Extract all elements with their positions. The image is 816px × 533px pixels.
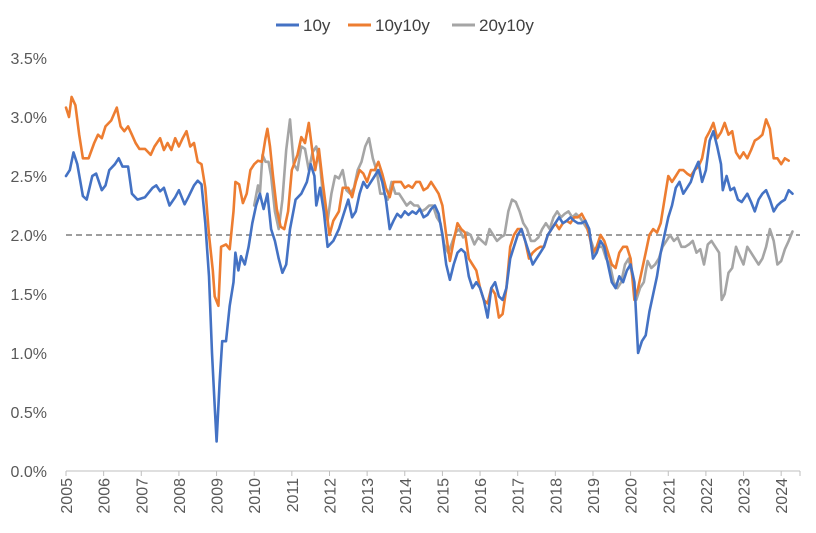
x-tick-label: 2019 [586,478,603,514]
x-tick-label: 2010 [247,478,264,514]
x-tick-label: 2012 [322,478,339,514]
x-tick-label: 2014 [398,478,415,514]
x-tick-label: 2007 [134,478,151,514]
y-tick-label: 3.5% [11,51,47,68]
series-line-10y10y [64,95,790,319]
x-tick-label: 2011 [285,478,302,513]
series-line-20y10y [252,118,794,302]
chart-legend: 10y 10y10y 20y10y [276,16,534,35]
x-axis: 2005 2006 2007 2008 2009 2010 2011 2012 2013 2014… [59,470,801,514]
x-tick-label: 2005 [59,478,76,514]
series-group [64,95,794,443]
y-tick-label: 0.5% [11,405,47,422]
legend-label-10y10y: 10y10y [375,16,430,35]
y-tick-label: 1.0% [11,346,47,363]
x-tick-label: 2013 [360,478,377,514]
y-tick-label: 2.0% [11,228,47,245]
x-tick-label: 2016 [473,478,490,514]
x-tick-label: 2018 [548,478,565,514]
y-tick-label: 0.0% [11,464,47,481]
y-tick-label: 3.0% [11,110,47,127]
x-tick-label: 2024 [774,478,791,514]
x-tick-label: 2015 [435,478,452,514]
y-tick-label: 1.5% [11,287,47,304]
x-tick-label: 2023 [737,478,754,514]
x-tick-label: 2022 [699,478,716,514]
y-tick-label: 2.5% [11,169,47,186]
x-tick-label: 2017 [511,478,528,514]
series-line-10y [64,129,794,443]
x-tick-label: 2021 [661,478,678,514]
x-tick-label: 2008 [172,478,189,514]
x-tick-label: 2006 [97,478,114,514]
legend-label-20y10y: 20y10y [479,16,534,35]
x-tick-label: 2020 [624,478,641,514]
y-axis: 0.0% 0.5% 1.0% 1.5% 2.0% 2.5% 3.0% 3.5% [11,51,47,481]
legend-label-10y: 10y [303,16,331,35]
x-tick-label: 2009 [210,478,227,514]
